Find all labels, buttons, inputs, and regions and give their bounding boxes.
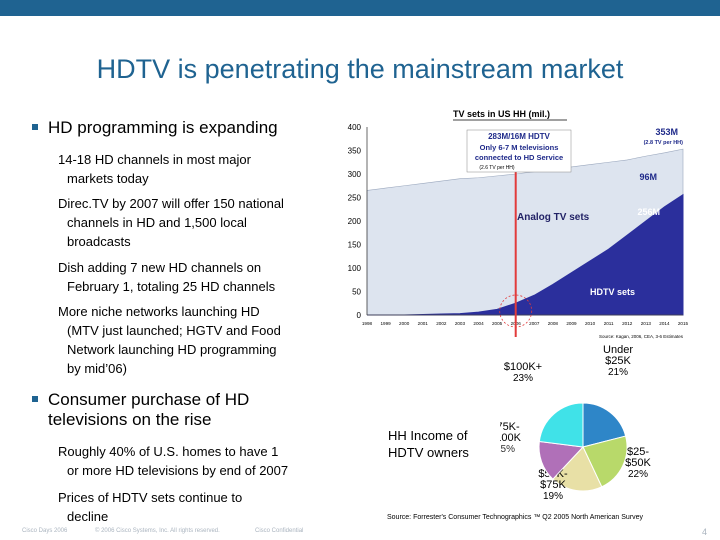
- y-tick-label: 350: [348, 147, 362, 156]
- chart-title: TV sets in US HH (mil.): [453, 109, 550, 119]
- bullet-consumer-purchase: Consumer purchase of HD televisions on t…: [32, 390, 249, 430]
- x-tick-label: 2005: [492, 321, 503, 326]
- x-tick-label: 2015: [678, 321, 689, 326]
- x-tick-label: 2008: [548, 321, 559, 326]
- sub-bullet-line: More niche networks launching HD: [58, 304, 260, 319]
- x-tick-label: 2001: [418, 321, 429, 326]
- tv-sets-chart-svg: TV sets in US HH (mil.) 0 50 100 150 200 250 30…: [348, 109, 689, 339]
- sub-bullet-line: Network launching HD programming: [67, 342, 277, 357]
- page-title: HDTV is penetrating the mainstream marke…: [96, 54, 624, 84]
- pie-slice-pct: 23%: [513, 373, 533, 384]
- sub-bullet-prices: Prices of HDTV sets continue to decline: [58, 488, 242, 526]
- pie-slice: [552, 446, 603, 492]
- sub-bullet-line: Direc.TV by 2007 will offer 150 national: [58, 196, 284, 211]
- x-tick-label: 1998: [362, 321, 373, 326]
- callout-line: Only 6-7 M televisions: [480, 143, 559, 152]
- x-tick-label: 2002: [436, 321, 447, 326]
- bullet-text: Consumer purchase of HD: [48, 390, 250, 409]
- pie-caption-line: HH Income of: [388, 428, 468, 443]
- bullet-square-icon: [32, 395, 38, 402]
- pie-slice-label: $100K+: [504, 361, 542, 373]
- chart-source: Source: Kagan, 2006, CEA, 3-6 Estimates: [599, 334, 684, 339]
- x-tick-label: 2012: [622, 321, 633, 326]
- x-tick-label: 2011: [604, 321, 614, 326]
- analog-series-label: Analog TV sets: [517, 212, 590, 223]
- sub-bullet-line: (MTV just launched; HGTV and Food: [67, 323, 281, 338]
- pie-slice-label: $25K: [605, 355, 631, 367]
- x-tick-label: 2009: [566, 321, 577, 326]
- total-note: (2.8 TV per HH): [644, 140, 684, 146]
- sub-bullet-line: decline: [67, 509, 109, 524]
- pie-slice-label: $75K: [540, 479, 566, 491]
- pie-slice: [582, 435, 628, 488]
- pie-source: Source: Forrester's Consumer Technograph…: [387, 514, 644, 521]
- sub-bullet-line: Dish adding 7 new HD channels on: [58, 260, 262, 275]
- callout-line: connected to HD Service: [475, 153, 563, 162]
- sub-bullet-line: Prices of HDTV sets continue to: [58, 490, 243, 505]
- x-tick-label: 2000: [399, 321, 410, 326]
- sub-bullet-line: Roughly 40% of U.S. homes to have 1: [58, 444, 279, 459]
- sub-bullet-line: markets today: [67, 171, 149, 186]
- footer-event: Cisco Days 2006: [22, 528, 68, 534]
- y-tick-label: 400: [348, 123, 362, 132]
- analog-end-label: 96M: [639, 172, 657, 182]
- bullet-hd-programming: HD programming is expanding: [32, 118, 278, 138]
- sub-bullet-dish: Dish adding 7 new HD channels on Februar…: [58, 258, 275, 296]
- footer-confidential: Cisco Confidential: [255, 528, 304, 534]
- x-tick-label: 2013: [641, 321, 652, 326]
- top-banner: [0, 0, 720, 16]
- hd-end-label: 256M: [637, 207, 660, 217]
- y-tick-label: 100: [348, 264, 362, 273]
- bullet-square-icon: [32, 123, 38, 130]
- sub-bullet-line: or more HD televisions by end of 2007: [67, 463, 289, 478]
- sub-bullet-line: 14-18 HD channels in most major: [58, 152, 251, 167]
- x-tick-label: 2007: [529, 321, 540, 326]
- bullet-text: televisions on the rise: [48, 410, 212, 429]
- x-tick-label: 2004: [473, 321, 484, 326]
- marker-circle: [499, 294, 533, 328]
- hd-series-label: HDTV sets: [590, 287, 635, 297]
- hdtv-area: [367, 193, 684, 316]
- pie-slice-pct: 15%: [500, 444, 515, 455]
- pie-slice-pct: 21%: [608, 367, 628, 378]
- sub-bullet-line: February 1, totaling 25 HD channels: [67, 279, 276, 294]
- pie-slice: [538, 402, 584, 448]
- x-tick-label: 2014: [659, 321, 670, 326]
- pie-slice-label: $50K: [625, 457, 651, 469]
- callout-box: [466, 129, 572, 173]
- y-tick-label: 300: [348, 170, 362, 179]
- sub-bullet-line: broadcasts: [67, 234, 131, 249]
- y-tick-label: 200: [348, 217, 362, 226]
- pie-slice-label: $100K: [500, 432, 522, 444]
- sub-bullet-line: by mid’06): [67, 361, 127, 376]
- sub-bullet-directv: Direc.TV by 2007 will offer 150 national…: [58, 194, 284, 251]
- pie-slice-label: Under: [603, 345, 633, 356]
- pie-slice-label: $25-: [627, 446, 649, 458]
- callout-note: (2.6 TV per HH): [479, 165, 515, 171]
- bullet-text: HD programming is expanding: [48, 118, 278, 137]
- pie-slice: [582, 402, 627, 448]
- y-tick-label: 50: [352, 288, 361, 297]
- sub-bullet-niche: More niche networks launching HD (MTV ju…: [58, 302, 281, 378]
- x-tick-label: 2003: [455, 321, 466, 326]
- sub-bullet-homes: Roughly 40% of U.S. homes to have 1 or m…: [58, 442, 288, 480]
- pie-caption-line: HDTV owners: [388, 445, 469, 460]
- x-tick-label: 2010: [585, 321, 596, 326]
- sub-bullet-line: channels in HD and 1,500 local: [67, 215, 247, 230]
- x-tick-label: 1999: [380, 321, 391, 326]
- page-number: 4: [702, 527, 708, 537]
- tv-sets-chart: TV sets in US HH (mil.) 0 50 100 150 200 250 30…: [335, 105, 690, 348]
- y-tick-label: 0: [357, 311, 362, 320]
- pie-caption: HH Income of HDTV owners: [388, 427, 469, 461]
- footer-copyright: © 2006 Cisco Systems, Inc. All rights re…: [95, 528, 220, 534]
- total-label: 353M: [655, 127, 678, 137]
- callout-line: 283M/16M HDTV: [488, 132, 550, 141]
- y-tick-label: 150: [348, 241, 362, 250]
- income-pie-svg: Under$25K21%$25-$50K22%$50K-$75K19%$75K-…: [489, 344, 651, 502]
- pie-slice-pct: 22%: [628, 469, 648, 480]
- sub-bullet-channels: 14-18 HD channels in most major markets …: [58, 150, 251, 188]
- y-tick-label: 250: [348, 194, 362, 203]
- income-pie-chart: Under$25K21%$25-$50K22%$50K-$75K19%$75K-…: [489, 344, 700, 520]
- pie-slice-pct: 19%: [543, 491, 563, 502]
